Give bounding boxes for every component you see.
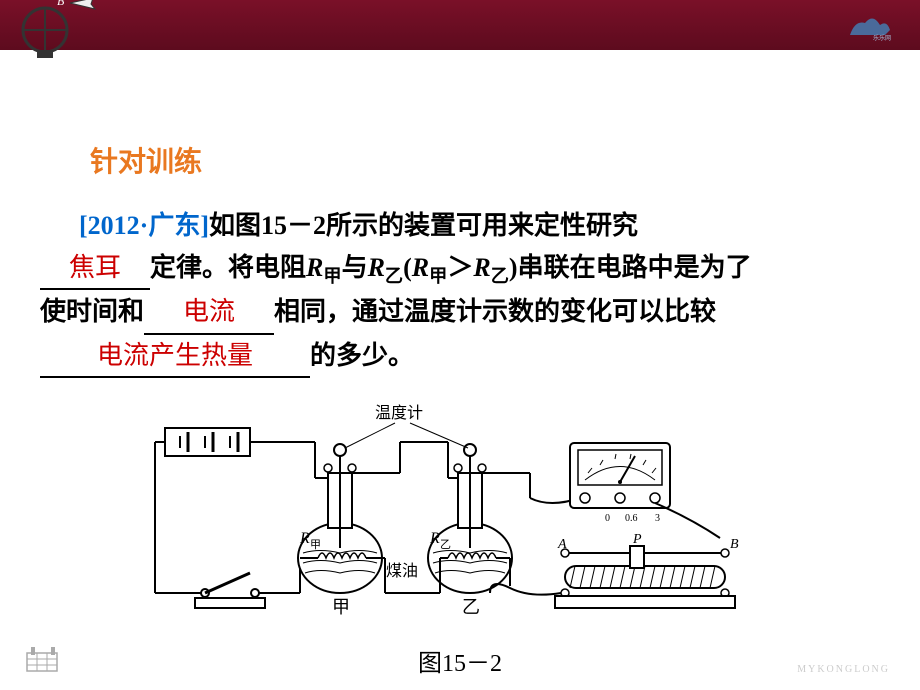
svg-text:B: B — [730, 537, 739, 552]
q-text-4a: 串联在电路中是为了 — [518, 253, 752, 282]
svg-text:3: 3 — [655, 513, 660, 524]
label-yi: 乙 — [462, 597, 480, 617]
content-area: 针对训练 [2012·广东]如图15－2所示的装置可用来定性研究 焦耳定律。将电… — [0, 50, 920, 678]
sub-yi: 乙 — [385, 266, 403, 286]
svg-text:甲: 甲 — [310, 539, 321, 551]
footer-watermark: MYKONGLONG — [797, 664, 890, 675]
diagram-area: R 甲 煤油 甲 R 乙 乙 温度计 — [40, 398, 880, 678]
svg-text:乙: 乙 — [440, 538, 451, 551]
question-source: [2012·广东] — [79, 211, 209, 240]
svg-text:乐乐网: 乐乐网 — [873, 35, 891, 42]
compass-icon: B — [15, 0, 105, 70]
q-text-6: 的多少。 — [310, 341, 414, 370]
label-r-jia: R — [299, 530, 310, 547]
q-text-5: 相同，通过温度计示数的变化可以比较 — [274, 297, 716, 326]
diagram-caption: 图15－2 — [40, 643, 880, 678]
q-text-3: 与 — [342, 253, 368, 282]
question-body: [2012·广东]如图15－2所示的装置可用来定性研究 焦耳定律。将电阻R甲与R… — [40, 205, 880, 378]
header-bar: B 乐乐网 — [0, 0, 920, 50]
brand-logo: 乐乐网 — [845, 5, 905, 45]
svg-text:0: 0 — [605, 513, 610, 524]
label-thermometer: 温度计 — [375, 404, 423, 422]
q-text-1: 如图15－2所示的装置可用来定性研究 — [209, 211, 638, 240]
r-jia: R — [306, 253, 323, 282]
circuit-diagram-svg: R 甲 煤油 甲 R 乙 乙 温度计 — [150, 398, 770, 628]
q-text-2: 定律。将电阻 — [150, 253, 306, 282]
r-yi: R — [368, 253, 385, 282]
sub-jia: 甲 — [323, 266, 341, 286]
svg-text:P: P — [632, 532, 642, 547]
svg-text:A: A — [557, 537, 567, 552]
compass-label: B — [57, 0, 65, 8]
svg-text:R: R — [429, 530, 440, 547]
label-oil: 煤油 — [386, 562, 418, 580]
footer-logo-icon — [25, 645, 65, 680]
blank-1: 焦耳 — [40, 247, 150, 291]
svg-text:0.6: 0.6 — [625, 513, 638, 524]
blank-2: 电流 — [144, 291, 274, 335]
section-title: 针对训练 — [90, 140, 880, 180]
blank-3: 电流产生热量 — [40, 335, 310, 379]
label-jia: 甲 — [332, 597, 350, 617]
q-text-4b: 使时间和 — [40, 297, 144, 326]
